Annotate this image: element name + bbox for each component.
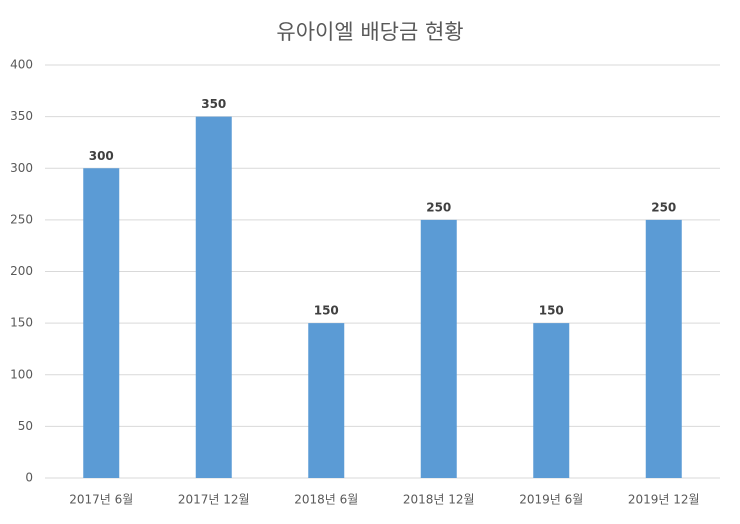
x-tick-label: 2019년 12월 [628,493,700,507]
y-tick-label: 50 [18,419,33,433]
bar [308,323,345,478]
data-label: 250 [651,200,676,214]
bar [645,219,682,478]
x-tick-label: 2019년 6월 [519,493,583,507]
bar [533,323,570,478]
x-tick-label: 2017년 6월 [69,493,133,507]
data-label: 250 [426,200,451,214]
data-label: 150 [314,304,339,318]
x-tick-label: 2018년 6월 [294,493,358,507]
bar [195,116,232,478]
y-tick-label: 150 [10,316,33,330]
chart-title: 유아이엘 배당금 현황 [276,20,463,44]
y-tick-label: 300 [10,161,33,175]
x-tick-label: 2018년 12월 [403,493,475,507]
y-tick-label: 0 [25,471,33,485]
data-label: 150 [539,304,564,318]
x-tick-label: 2017년 12월 [178,493,250,507]
bar [83,168,120,478]
data-label: 350 [201,97,226,111]
y-tick-label: 200 [10,264,33,278]
data-label: 300 [89,149,114,163]
y-tick-label: 400 [10,58,33,72]
y-tick-label: 350 [10,109,33,123]
bar [420,219,457,478]
y-tick-label: 250 [10,212,33,226]
y-tick-label: 100 [10,367,33,381]
